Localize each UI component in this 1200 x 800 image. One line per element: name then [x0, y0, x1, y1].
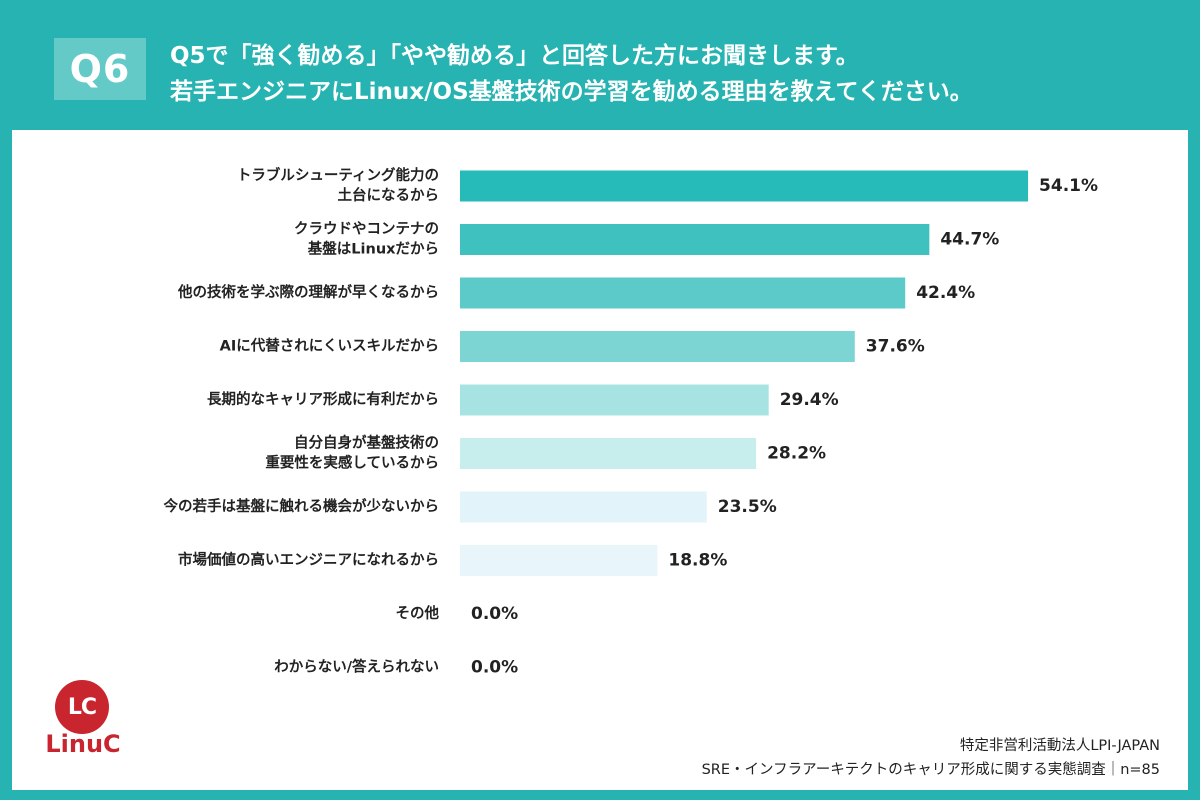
logo-mark: LC	[55, 680, 109, 734]
value-label: 23.5%	[718, 497, 777, 517]
source-note: 特定非営利活動法人LPI-JAPAN SRE・インフラアーキテクトのキャリア形成…	[702, 734, 1160, 782]
bar	[460, 331, 855, 362]
category-label: クラウドやコンテナの	[294, 221, 439, 238]
category-label: 土台になるから	[338, 186, 440, 204]
question-badge: Q6	[54, 38, 146, 100]
bar	[460, 438, 757, 469]
chart-panel: トラブルシューティング能力の土台になるから 54.1% クラウドやコンテナの基盤はL…	[12, 130, 1188, 790]
bar	[460, 491, 707, 523]
category-label: AIに代替されにくいスキルだから	[220, 337, 439, 355]
bar	[460, 224, 930, 255]
category-label: 市場価値の高いエンジニアになれるから	[178, 551, 439, 569]
category-label: トラブルシューティング能力の	[237, 166, 439, 184]
bar	[460, 277, 906, 309]
bar	[460, 170, 1029, 202]
category-label: 基盤はLinuxだから	[307, 240, 439, 258]
source-org: 特定非営利活動法人LPI-JAPAN	[959, 738, 1160, 754]
category-label: 今の若手は基盤に触れる機会が少ないから	[163, 497, 440, 515]
value-label: 44.7%	[940, 230, 999, 250]
category-label: 重要性を実感しているから	[265, 454, 439, 472]
category-label: その他	[396, 604, 440, 622]
logo-name: LinuC	[45, 730, 121, 758]
value-label: 0.0%	[471, 604, 518, 624]
category-label: 長期的なキャリア形成に有利だから	[207, 390, 439, 408]
linuc-logo: LC LinuC	[38, 680, 128, 760]
question-text: Q5で「強く勧める」「やや勧める」と回答した方にお聞きします。 若手エンジニアに…	[170, 38, 1170, 110]
source-survey: SRE・インフラアーキテクトのキャリア形成に関する実態調査｜n=85	[701, 762, 1160, 778]
value-label: 29.4%	[780, 390, 839, 410]
category-label: わからない/答えられない	[274, 658, 439, 676]
header: Q6 Q5で「強く勧める」「やや勧める」と回答した方にお聞きします。 若手エンジ…	[0, 0, 1200, 130]
bar	[460, 384, 769, 416]
value-label: 54.1%	[1039, 176, 1098, 196]
value-label: 18.8%	[668, 551, 727, 571]
category-label: 他の技術を学ぶ際の理解が早くなるから	[177, 283, 439, 301]
value-label: 28.2%	[767, 444, 826, 464]
value-label: 0.0%	[471, 658, 518, 678]
value-label: 42.4%	[916, 283, 975, 303]
bar	[460, 545, 658, 576]
question-line-2: 若手エンジニアにLinux/OS基盤技術の学習を勧める理由を教えてください。	[170, 79, 973, 105]
question-line-1: Q5で「強く勧める」「やや勧める」と回答した方にお聞きします。	[170, 43, 859, 69]
value-label: 37.6%	[866, 337, 925, 357]
category-label: 自分自身が基盤技術の	[294, 434, 439, 452]
